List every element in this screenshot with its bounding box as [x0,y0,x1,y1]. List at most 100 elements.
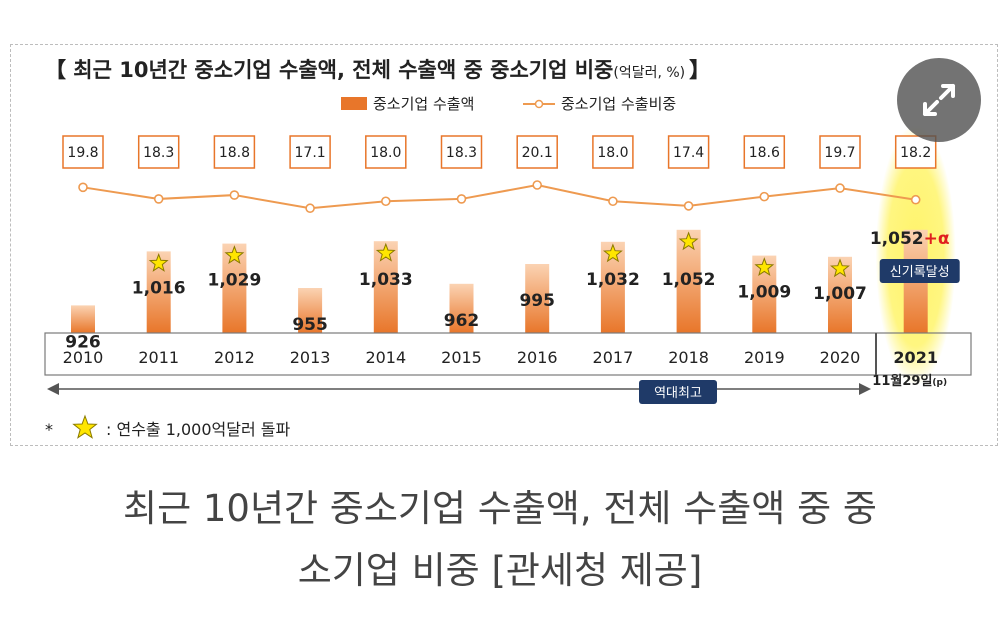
bar-value-label-2016: 995 [519,291,555,311]
share-value-label-2019: 18.6 [749,145,780,161]
bar-value-label-2017: 1,032 [586,270,640,290]
bar-2016 [525,264,550,333]
range-arrow-right-head [859,383,871,395]
bar-2018 [676,229,701,333]
share-value-box-2015 [440,135,483,169]
x-tick-label-2019: 2019 [744,348,785,367]
legend-line-marker [534,99,544,109]
x-tick-label-2017: 2017 [593,348,634,367]
share-value-box-2016 [516,135,558,169]
share-point-2017 [608,196,618,207]
x-tick-sublabel: 11월29일(p) [872,373,947,389]
star-icon-2017 [602,243,623,263]
share-value-box-2017 [592,135,634,169]
bar-2015 [449,283,474,333]
footnote-star-icon [72,414,98,439]
share-value-box-2012 [213,135,256,169]
star-icon-2014 [375,242,396,262]
x-tick-label-2020: 2020 [820,348,861,367]
x-tick-label-2016: 2016 [517,348,558,367]
chart-figure: 【 최근 10년간 중소기업 수출액, 전체 수출액 중 중소기업 비중(억달러… [10,44,998,446]
share-point-2014 [380,196,391,207]
x-axis-box [44,332,972,376]
share-value-label-2018: 17.4 [673,145,704,161]
bar-2013 [298,288,323,333]
share-point-2012 [229,190,240,200]
star-icon-2019 [754,257,775,277]
share-point-2010 [78,182,88,193]
share-value-box-2010 [62,135,104,169]
x-tick-label-2014: 2014 [365,348,406,367]
range-badge-label: 역대최고 [654,386,702,401]
x-tick-label-2012: 2012 [214,348,255,367]
range-badge [639,380,717,404]
footnote-text: : 연수출 1,000억달러 돌파 [106,420,290,439]
caption-line-2: 소기업 비중 [관세청 제공] [297,549,703,592]
chart-title: 【 최근 10년간 중소기업 수출액, 전체 수출액 중 중소기업 비중(억달러… [45,58,710,82]
chart-title-end: 】 [689,58,710,82]
share-value-label-2013: 17.1 [295,145,326,161]
share-value-box-2020 [819,135,861,169]
bar-value-label-2013: 955 [292,315,328,335]
bar-value-label-2021: 1,052+α [870,229,950,249]
x-tick-label-2018: 2018 [668,348,709,367]
legend-line-label: 중소기업 수출비중 [561,95,676,113]
bar-value-label-2012: 1,029 [208,271,262,291]
record-badge [879,259,960,283]
bar-value-label-2011: 1,016 [132,278,186,298]
share-value-box-2018 [667,135,710,169]
share-value-label-2017: 18.0 [597,145,628,161]
share-point-2015 [456,194,467,204]
share-value-label-2021: 18.2 [900,145,931,161]
footnote-asterisk: * [45,420,53,439]
x-tick-label-2021: 2021 [893,348,938,367]
star-icon-2011 [148,252,169,272]
caption-line-1: 최근 10년간 중소기업 수출액, 전체 수출액 중 중 [123,487,877,530]
range-arrow-left-head [47,383,59,395]
x-tick-label-2015: 2015 [441,348,482,367]
record-badge-label: 신기록달성 [890,265,950,280]
star-icon-2020 [830,258,850,278]
x-tick-label-2010: 2010 [63,348,104,367]
star-icon-2012 [224,245,245,265]
share-value-box-2011 [137,135,180,169]
image-caption: 최근 10년간 중소기업 수출액, 전체 수출액 중 중 소기업 비중 [관세청… [0,478,1000,602]
legend-bar-swatch [341,97,367,110]
share-value-label-2016: 20.1 [522,145,553,161]
share-point-2020 [835,183,845,193]
x-tick-label-2011: 2011 [138,348,179,367]
share-point-2019 [759,191,770,202]
bar-value-label-2020: 1,007 [813,284,867,304]
chart-title-unit: (억달러, %) [613,65,685,81]
share-value-label-2011: 18.3 [143,145,174,161]
x-tick-sublabel-suffix: (p) [932,378,947,388]
bar-value-label-2015: 962 [444,311,480,331]
share-value-box-2014 [365,135,407,169]
legend-bar-label: 중소기업 수출액 [373,95,474,113]
bar-2010 [71,305,95,333]
bar-value-label-2019: 1,009 [737,283,791,303]
expand-arrows-icon [923,84,955,116]
share-point-2011 [153,194,164,204]
share-point-2013 [305,203,315,214]
bar-value-label-2018: 1,052 [662,270,716,290]
bar-value-label-2014: 1,033 [359,270,413,290]
share-point-2021 [910,194,921,205]
share-value-label-2015: 18.3 [446,145,477,161]
share-value-label-2010: 19.8 [67,145,98,161]
share-value-label-2020: 19.7 [824,145,855,161]
share-point-2016 [532,180,543,190]
share-value-box-2019 [743,135,786,169]
x-tick-label-2013: 2013 [290,348,331,367]
share-value-label-2014: 18.0 [370,145,401,161]
share-point-2018 [683,201,694,211]
expand-button[interactable] [897,58,981,142]
share-line [82,183,916,210]
chart-svg: 【 최근 10년간 중소기업 수출액, 전체 수출액 중 중소기업 비중(억달러… [44,58,972,439]
share-value-label-2012: 18.8 [219,145,250,161]
star-icon-2018 [678,231,699,251]
bar-value-label-2010: 926 [65,332,101,352]
share-value-box-2021 [894,135,937,169]
share-value-box-2013 [289,135,331,169]
bar-value-suffix: +α [924,229,950,249]
